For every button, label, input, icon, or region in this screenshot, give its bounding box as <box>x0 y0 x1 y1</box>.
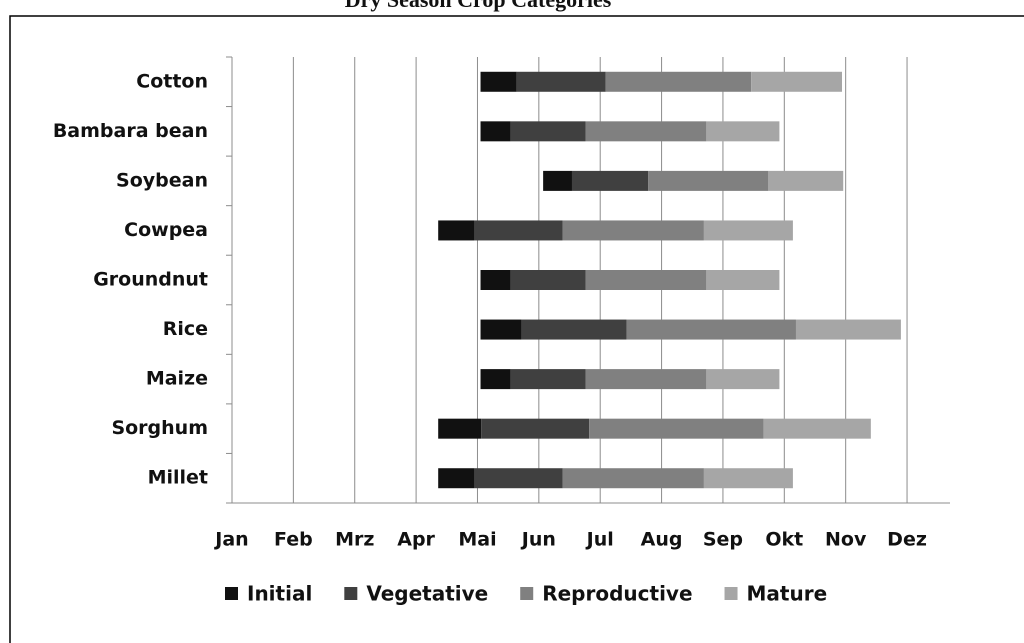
bar-segment <box>703 468 793 489</box>
legend-label: Vegetative <box>366 582 488 606</box>
x-tick-label: Feb <box>274 529 313 551</box>
bar-segment <box>521 319 627 340</box>
bar-segment <box>706 369 780 390</box>
bar-segment <box>706 270 780 290</box>
legend-swatch <box>520 587 534 600</box>
bar-segment <box>480 369 511 390</box>
bar-segment <box>516 71 606 92</box>
bar-segment <box>480 71 517 92</box>
bar-segment <box>768 170 844 191</box>
x-tick-label: Mai <box>458 529 496 551</box>
legend-swatch <box>225 587 238 600</box>
x-tick-label: Apr <box>397 529 435 551</box>
frame <box>9 15 1024 643</box>
bar-segment <box>510 369 586 390</box>
bar-segment <box>480 319 522 340</box>
y-tick-label: Soybean <box>116 169 208 191</box>
bar-segment <box>562 220 704 241</box>
bar-segment <box>510 121 586 142</box>
legend-label: Initial <box>247 582 312 606</box>
bar-segment <box>480 270 511 290</box>
bar-segment <box>626 319 796 340</box>
bar-segment <box>438 220 475 241</box>
y-tick-label: Bambara bean <box>53 120 208 142</box>
y-tick-label: Millet <box>148 467 208 489</box>
y-tick-label: Groundnut <box>93 269 208 291</box>
bar-segment <box>605 71 752 92</box>
bar-segment <box>585 369 707 390</box>
chart-title: Dry Season Crop Categories <box>345 0 612 12</box>
x-tick-label: Nov <box>825 529 867 551</box>
legend-label: Reproductive <box>542 582 692 606</box>
bar-segment <box>474 468 563 489</box>
bar-segment <box>585 121 707 142</box>
y-tick-label: Rice <box>163 318 208 340</box>
x-tick-label: Okt <box>765 529 803 551</box>
y-tick-label: Sorghum <box>111 417 208 439</box>
x-tick-label: Jan <box>213 529 248 551</box>
legend-label: Mature <box>747 582 828 606</box>
bar-segment <box>438 418 482 439</box>
legend-swatch <box>344 587 358 600</box>
bar-segment <box>751 71 842 92</box>
bar-segment <box>763 418 871 439</box>
y-tick-label: Cotton <box>136 70 208 92</box>
bar-segment <box>510 270 586 290</box>
x-tick-label: Jun <box>520 529 556 551</box>
x-tick-label: Aug <box>641 529 683 551</box>
legend-swatch <box>724 587 738 600</box>
x-tick-label: Mrz <box>335 529 374 551</box>
x-tick-label: Sep <box>703 529 743 551</box>
bar-segment <box>543 170 572 191</box>
bar-segment <box>481 418 590 439</box>
bar-segment <box>474 220 563 241</box>
bar-segment <box>706 121 780 142</box>
bar-segment <box>562 468 704 489</box>
bar-segment <box>795 319 901 340</box>
bar-segment <box>703 220 793 241</box>
bar-segment <box>585 270 707 290</box>
y-tick-label: Maize <box>146 368 208 390</box>
y-tick-label: Cowpea <box>124 219 208 241</box>
bar-segment <box>589 418 764 439</box>
bar-segment <box>480 121 511 142</box>
x-tick-label: Dez <box>887 529 927 551</box>
x-tick-label: Jul <box>585 529 614 551</box>
bar-segment <box>438 468 475 489</box>
bar-segment <box>648 170 769 191</box>
bar-segment <box>571 170 649 191</box>
